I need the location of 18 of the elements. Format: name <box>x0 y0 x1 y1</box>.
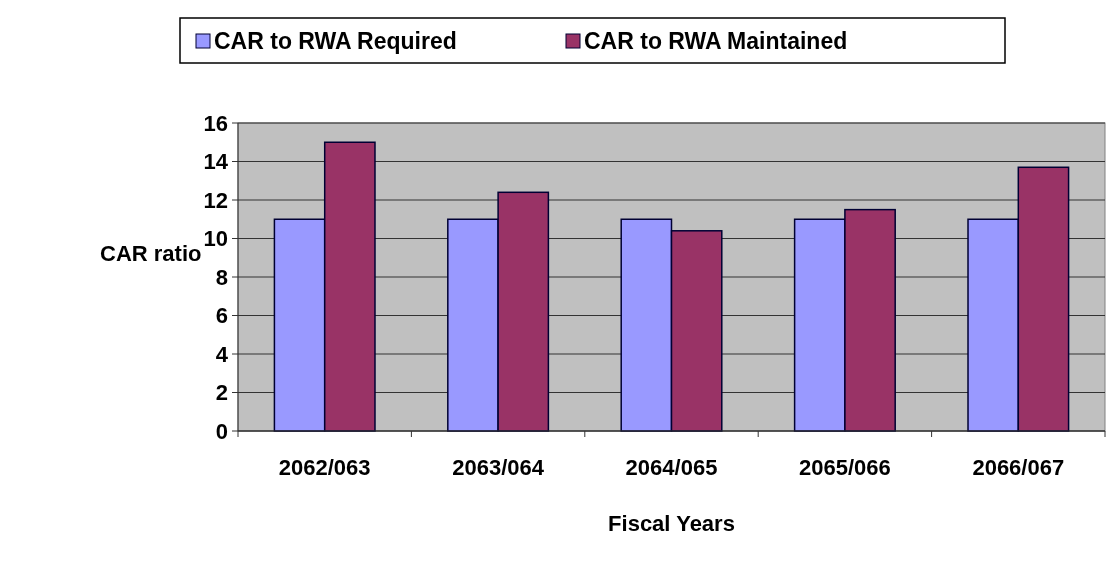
legend-label: CAR to RWA Maintained <box>584 28 848 55</box>
x-tick-label: 2062/063 <box>278 455 371 480</box>
y-tick-label: 2 <box>215 380 228 406</box>
y-tick-label: 0 <box>215 418 228 444</box>
y-tick-label: 10 <box>203 226 228 252</box>
x-tick-label: 2065/066 <box>799 455 891 480</box>
y-tick-label: 8 <box>215 264 228 290</box>
y-tick-label: 4 <box>215 341 229 367</box>
y-tick-label: 16 <box>203 110 228 136</box>
x-tick-label: 2066/067 <box>972 455 1065 480</box>
x-tick-label: 2063/064 <box>452 455 545 480</box>
legend-label: CAR to RWA Required <box>214 28 457 55</box>
y-tick-label: 14 <box>203 149 229 175</box>
y-axis-title: CAR ratio <box>100 240 202 266</box>
x-tick-label: 2064/065 <box>625 455 718 480</box>
x-axis-title: Fiscal Years <box>608 511 735 536</box>
y-tick-label: 12 <box>203 187 228 213</box>
y-tick-label: 6 <box>215 303 228 329</box>
